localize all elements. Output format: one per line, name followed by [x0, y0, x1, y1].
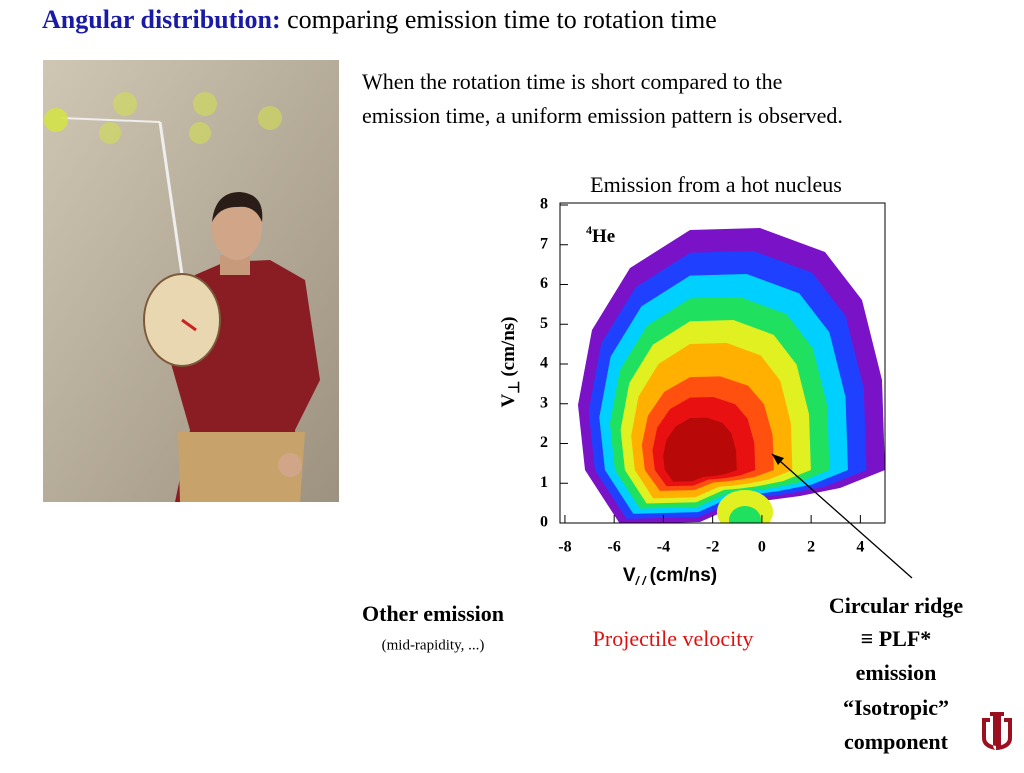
chart-title: Emission from a hot nucleus: [590, 172, 842, 197]
ridge-line: Circular ridge: [829, 593, 963, 618]
x-label-sub: / /: [635, 574, 648, 588]
heatmap: [578, 228, 885, 523]
arrow: [771, 453, 913, 579]
x-tick-label: 4: [856, 539, 864, 556]
y-tick-label: 5: [540, 315, 548, 332]
ridge-line: emission: [856, 660, 937, 685]
other-emission: Other emission: [362, 601, 504, 626]
ridge-line: “Isotropic”: [843, 695, 949, 720]
x-tick-label: -4: [657, 539, 670, 556]
intro-line: When the rotation time is short compared…: [362, 69, 782, 94]
x-tick-label: 2: [807, 539, 815, 556]
x-tick-label: -8: [558, 539, 571, 556]
y-tick-label: 2: [540, 434, 548, 451]
title: Angular distribution: comparing emission…: [42, 5, 717, 34]
intro-line: emission time, a uniform emission patter…: [362, 103, 843, 128]
x-tick-label: 0: [758, 539, 766, 556]
y-tick-label: 7: [540, 235, 548, 252]
title-rest: comparing emission time to rotation time: [287, 5, 717, 34]
y-tick-label: 6: [540, 275, 548, 292]
photo: [43, 60, 339, 502]
particle-mass: 4: [586, 223, 592, 237]
density-dip: [729, 506, 761, 523]
particle-symbol: He: [592, 226, 615, 247]
x-label-main: V: [623, 565, 636, 586]
x-tick-label: -6: [608, 539, 621, 556]
ridge-note: Circular ridge ≡ PLF* emission “Isotropi…: [829, 593, 963, 754]
particle-label: 4He: [586, 223, 615, 248]
y-tick-label: 4: [540, 355, 548, 372]
y-tick-label: 3: [540, 394, 548, 411]
x-axis-label: V/ / (cm/ns): [623, 565, 717, 588]
y-label-unit: (cm/ns): [498, 317, 519, 377]
plot-frame: [559, 202, 886, 524]
y-tick-label: 1: [540, 474, 548, 491]
title-bold: Angular distribution:: [42, 5, 281, 34]
density-level: [663, 417, 737, 482]
y-tick-label: 0: [540, 514, 548, 531]
projectile-velocity: Projectile velocity: [593, 626, 754, 651]
x-tick-label: -2: [706, 539, 719, 556]
y-label-main: V: [498, 393, 519, 407]
other-note: (mid-rapidity, ...): [382, 637, 485, 653]
y-label-sub: ⊥: [507, 381, 523, 394]
logo: [982, 712, 1012, 750]
y-tick-label: 8: [540, 196, 548, 213]
x-label-unit: (cm/ns): [650, 565, 718, 586]
arrow-head: [772, 454, 784, 465]
y-axis-label: V⊥ (cm/ns): [498, 317, 523, 408]
ridge-line: ≡ PLF*: [861, 626, 932, 651]
ridge-line: component: [844, 729, 949, 754]
